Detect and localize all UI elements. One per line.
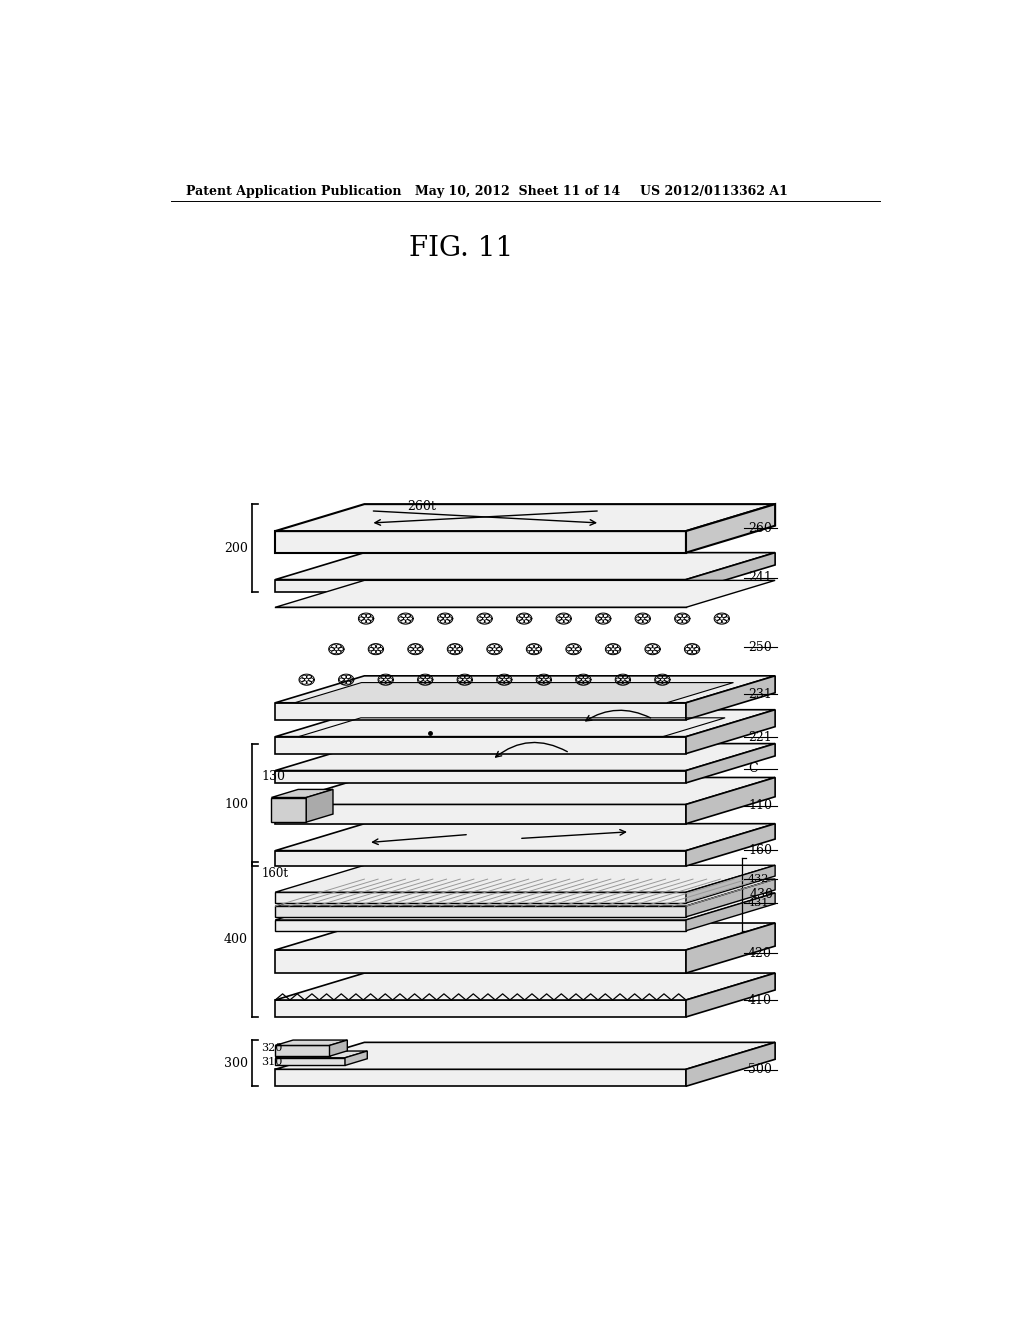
Polygon shape <box>686 710 775 754</box>
Text: 100: 100 <box>224 799 248 812</box>
Text: May 10, 2012  Sheet 11 of 14: May 10, 2012 Sheet 11 of 14 <box>415 185 620 198</box>
Polygon shape <box>275 553 775 579</box>
Polygon shape <box>275 920 686 931</box>
Text: 410: 410 <box>748 994 772 1007</box>
Text: 160t: 160t <box>261 867 289 880</box>
Polygon shape <box>275 504 775 531</box>
Polygon shape <box>275 824 775 850</box>
Text: 160: 160 <box>748 843 772 857</box>
Text: 420: 420 <box>748 946 772 960</box>
Text: 431: 431 <box>748 899 769 908</box>
Polygon shape <box>686 676 775 719</box>
Text: 260t: 260t <box>408 499 436 512</box>
Polygon shape <box>275 743 775 771</box>
Text: 130: 130 <box>261 770 286 783</box>
Polygon shape <box>271 797 306 822</box>
Text: 400: 400 <box>224 933 248 946</box>
Polygon shape <box>275 1001 686 1016</box>
Text: Patent Application Publication: Patent Application Publication <box>186 185 401 198</box>
Polygon shape <box>275 581 775 607</box>
Text: 310: 310 <box>261 1056 283 1067</box>
Polygon shape <box>686 824 775 866</box>
Polygon shape <box>275 710 775 737</box>
Polygon shape <box>295 682 733 702</box>
Polygon shape <box>271 789 333 797</box>
Text: 200: 200 <box>224 541 248 554</box>
Polygon shape <box>275 1051 368 1057</box>
Polygon shape <box>275 1040 347 1045</box>
Polygon shape <box>686 923 775 973</box>
Text: 500: 500 <box>748 1063 772 1076</box>
Polygon shape <box>275 866 775 892</box>
Polygon shape <box>275 531 686 553</box>
Polygon shape <box>345 1051 368 1065</box>
Text: US 2012/0113362 A1: US 2012/0113362 A1 <box>640 185 787 198</box>
Polygon shape <box>275 850 686 866</box>
Text: 221: 221 <box>748 730 772 743</box>
Polygon shape <box>275 923 775 950</box>
Polygon shape <box>686 892 775 931</box>
Text: 260: 260 <box>748 521 772 535</box>
Polygon shape <box>275 702 686 719</box>
Text: 110: 110 <box>748 800 772 813</box>
Polygon shape <box>275 1057 345 1065</box>
Polygon shape <box>306 789 333 822</box>
Polygon shape <box>686 777 775 824</box>
Polygon shape <box>275 737 686 754</box>
Polygon shape <box>686 973 775 1016</box>
Text: 241: 241 <box>748 572 772 585</box>
Polygon shape <box>275 1043 775 1069</box>
Polygon shape <box>275 1045 330 1056</box>
Polygon shape <box>275 892 775 920</box>
Polygon shape <box>686 504 775 553</box>
Polygon shape <box>686 866 775 903</box>
Text: 250: 250 <box>748 640 772 653</box>
Polygon shape <box>330 1040 347 1056</box>
Polygon shape <box>686 879 775 917</box>
Text: 231: 231 <box>748 688 772 701</box>
Polygon shape <box>275 579 686 591</box>
Polygon shape <box>686 743 775 783</box>
Polygon shape <box>275 804 686 824</box>
Polygon shape <box>275 771 686 783</box>
Polygon shape <box>275 676 775 702</box>
Polygon shape <box>686 553 775 591</box>
Text: FIG. 11: FIG. 11 <box>410 235 513 263</box>
Text: 320: 320 <box>261 1043 283 1053</box>
Text: 300: 300 <box>224 1056 248 1069</box>
Polygon shape <box>275 777 775 804</box>
Text: 430: 430 <box>750 888 773 902</box>
Polygon shape <box>275 906 686 917</box>
Polygon shape <box>275 879 775 906</box>
Polygon shape <box>686 1043 775 1086</box>
Polygon shape <box>275 1069 686 1086</box>
Polygon shape <box>275 973 775 1001</box>
Polygon shape <box>275 892 686 903</box>
Text: 432: 432 <box>748 874 769 883</box>
Text: C: C <box>748 762 758 775</box>
Polygon shape <box>275 950 686 973</box>
